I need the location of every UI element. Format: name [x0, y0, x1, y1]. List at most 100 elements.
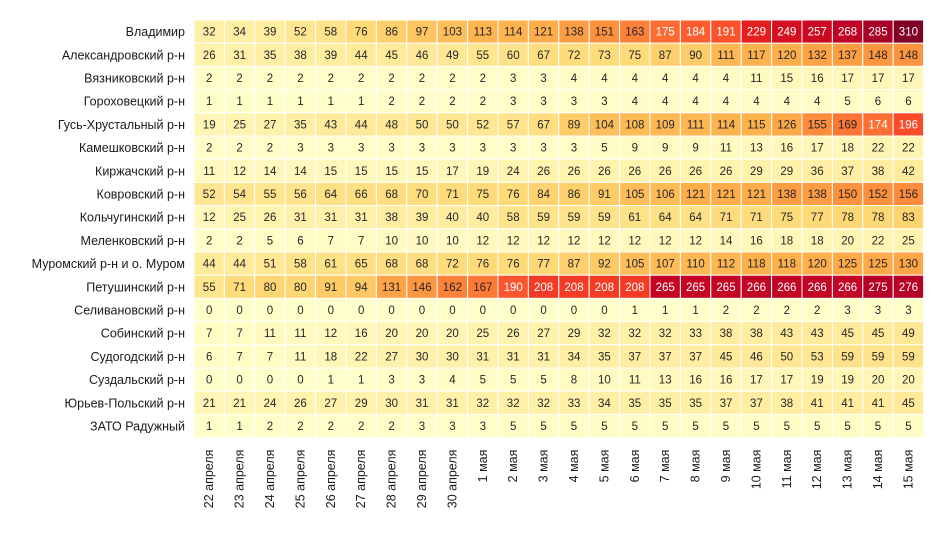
- cell-value-label: 105: [625, 259, 644, 271]
- cell-value-label: 87: [659, 50, 672, 62]
- cell-value-label: 37: [689, 351, 702, 363]
- cell-value-label: 4: [449, 375, 456, 387]
- cell-value-label: 3: [419, 421, 425, 433]
- cell-value-label: 59: [902, 351, 915, 363]
- cell-value-label: 67: [537, 50, 550, 62]
- cell-value-label: 72: [446, 259, 459, 271]
- cell-value-label: 17: [841, 73, 854, 85]
- cell-value-label: 44: [203, 259, 216, 271]
- cell-value-label: 38: [872, 166, 885, 178]
- cell-value-label: 0: [480, 305, 486, 317]
- cell-value-label: 73: [598, 50, 611, 62]
- cell-value-label: 110: [686, 259, 704, 271]
- cell-value-label: 4: [723, 96, 730, 108]
- column-label: 23 апреля: [233, 450, 247, 509]
- cell-value-label: 125: [868, 259, 887, 271]
- cell-value-label: 59: [598, 212, 611, 224]
- cell-value-label: 52: [476, 119, 489, 131]
- cell-value-label: 167: [473, 282, 492, 294]
- cell-value-label: 22: [872, 143, 885, 155]
- cell-value-label: 65: [355, 259, 368, 271]
- cell-value-label: 19: [811, 375, 824, 387]
- row-label: Гороховецкий р-н: [84, 95, 185, 109]
- cell-value-label: 1: [206, 421, 212, 433]
- cell-value-label: 148: [899, 50, 918, 62]
- cell-value-label: 24: [264, 398, 277, 410]
- row-label: Камешковский р-н: [79, 141, 185, 155]
- cell-value-label: 1: [662, 305, 668, 317]
- cell-value-label: 3: [571, 143, 577, 155]
- cell-value-label: 25: [476, 328, 489, 340]
- cell-value-label: 75: [476, 189, 489, 201]
- cell-value-label: 59: [568, 212, 581, 224]
- cell-value-label: 5: [784, 421, 790, 433]
- cell-value-label: 30: [446, 351, 459, 363]
- cell-value-label: 2: [206, 143, 212, 155]
- cell-value-label: 4: [723, 73, 730, 85]
- row-label: Собинский р-н: [101, 327, 185, 341]
- cell-value-label: 31: [416, 398, 429, 410]
- row-label: Судогодский р-н: [90, 350, 185, 364]
- cell-value-label: 91: [598, 189, 611, 201]
- cell-value-label: 31: [476, 351, 489, 363]
- cell-value-label: 3: [358, 143, 364, 155]
- cell-value-label: 83: [902, 212, 915, 224]
- cell-value-label: 36: [811, 166, 824, 178]
- cell-value-label: 4: [662, 96, 669, 108]
- cell-value-label: 41: [841, 398, 854, 410]
- cell-value-label: 184: [686, 27, 706, 39]
- cell-value-label: 0: [358, 305, 364, 317]
- cell-value-label: 12: [324, 328, 337, 340]
- cell-value-label: 4: [632, 96, 639, 108]
- row-label: Ковровский р-н: [97, 188, 186, 202]
- cell-value-label: 208: [595, 282, 614, 294]
- cell-value-label: 54: [233, 189, 246, 201]
- cell-value-label: 191: [716, 27, 735, 39]
- cell-value-label: 2: [419, 96, 425, 108]
- cell-value-label: 55: [264, 189, 277, 201]
- cell-value-label: 67: [537, 119, 550, 131]
- cell-value-label: 12: [537, 235, 550, 247]
- cell-value-label: 33: [568, 398, 581, 410]
- cell-value-label: 20: [841, 235, 854, 247]
- cell-value-label: 208: [534, 282, 553, 294]
- cell-value-label: 77: [537, 259, 550, 271]
- cell-value-label: 5: [905, 421, 911, 433]
- cell-value-label: 58: [324, 27, 337, 39]
- cell-value-label: 16: [750, 235, 763, 247]
- cell-value-label: 38: [780, 398, 793, 410]
- cell-value-label: 2: [388, 421, 394, 433]
- cell-value-label: 0: [388, 305, 394, 317]
- cell-value-label: 121: [716, 189, 735, 201]
- cell-value-label: 0: [571, 305, 577, 317]
- cell-value-label: 44: [355, 119, 368, 131]
- row-label: Юрьев-Польский р-н: [65, 396, 186, 410]
- cell-value-label: 32: [659, 328, 672, 340]
- cell-value-label: 21: [203, 398, 216, 410]
- cell-value-label: 2: [723, 305, 729, 317]
- column-label: 9 мая: [719, 450, 733, 483]
- column-label: 30 апреля: [445, 450, 459, 509]
- cell-value-label: 40: [446, 212, 459, 224]
- cell-value-label: 31: [507, 351, 520, 363]
- cell-value-label: 1: [692, 305, 698, 317]
- cell-value-label: 3: [540, 96, 546, 108]
- column-label: 15 мая: [901, 450, 915, 490]
- cell-value-label: 89: [568, 119, 581, 131]
- cell-value-label: 26: [720, 166, 733, 178]
- cell-value-label: 40: [476, 212, 489, 224]
- cell-value-label: 38: [720, 328, 733, 340]
- cell-value-label: 55: [203, 282, 216, 294]
- cell-value-label: 29: [780, 166, 793, 178]
- cell-value-label: 26: [689, 166, 702, 178]
- cell-value-label: 90: [689, 50, 702, 62]
- cell-value-label: 111: [687, 119, 704, 131]
- cell-value-label: 276: [899, 282, 918, 294]
- cell-value-label: 12: [598, 235, 611, 247]
- cell-value-label: 1: [328, 96, 334, 108]
- cell-value-label: 0: [236, 305, 242, 317]
- cell-value-label: 19: [841, 375, 854, 387]
- cell-value-label: 1: [328, 375, 334, 387]
- cell-value-label: 2: [419, 73, 425, 85]
